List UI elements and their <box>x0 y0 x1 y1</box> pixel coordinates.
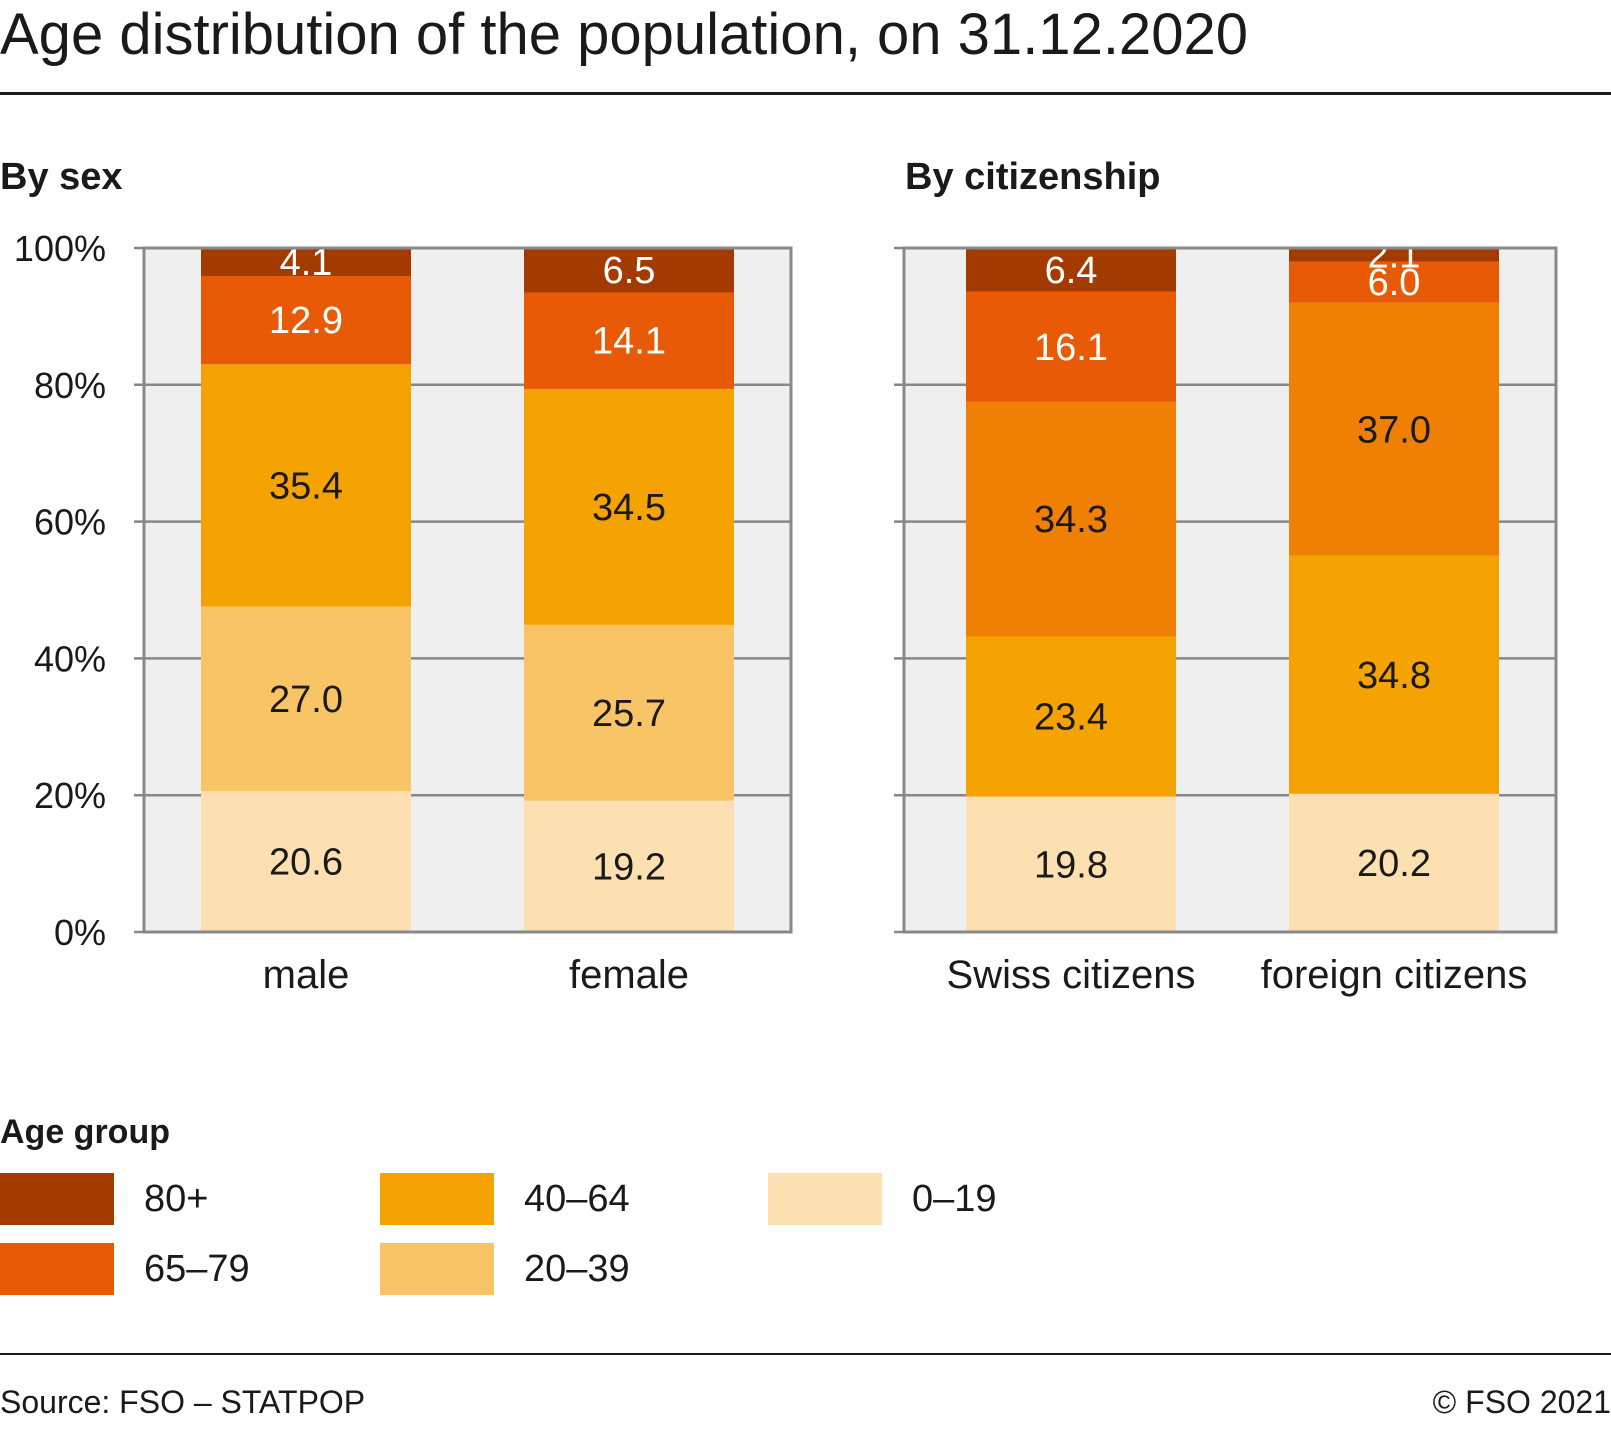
bar-segment <box>966 291 1176 402</box>
y-tick-label: 40% <box>34 638 106 679</box>
data-label: 6.4 <box>1045 250 1098 292</box>
bar-segment <box>966 636 1176 797</box>
data-label: 19.2 <box>592 846 666 888</box>
legend-swatch <box>0 1173 114 1225</box>
x-category-label: Swiss citizens <box>947 953 1196 997</box>
bar-segment <box>1289 793 1499 932</box>
x-category-label: female <box>569 953 689 997</box>
legend-label: 20–39 <box>524 1248 630 1290</box>
data-label: 35.4 <box>269 465 343 507</box>
data-label: 12.9 <box>269 300 343 342</box>
legend-label: 0–19 <box>912 1178 997 1220</box>
data-label: 20.6 <box>269 842 343 884</box>
y-tick-label: 80% <box>34 365 106 406</box>
chart-canvas: 0%20%40%60%80%100%20.627.035.412.94.1mal… <box>14 228 1558 997</box>
page-title: Age distribution of the population, on 3… <box>0 2 1248 67</box>
legend-swatch <box>0 1243 114 1295</box>
data-label: 6.5 <box>603 250 656 292</box>
panel-title-by-citizenship: By citizenship <box>905 156 1161 198</box>
legend-label: 40–64 <box>524 1178 630 1220</box>
legend-swatch <box>380 1243 494 1295</box>
legend-swatch <box>768 1173 882 1225</box>
bar-segment <box>1289 555 1499 794</box>
data-label: 14.1 <box>592 321 666 363</box>
bar-segment <box>201 276 411 365</box>
bar-segment <box>966 248 1176 292</box>
bar-segment <box>201 248 411 277</box>
bar-segment <box>201 364 411 607</box>
data-label: 6.0 <box>1368 262 1421 304</box>
data-label: 34.3 <box>1034 499 1108 541</box>
legend-title: Age group <box>0 1113 170 1151</box>
legend-label: 65–79 <box>144 1248 250 1290</box>
bar-segment <box>201 791 411 932</box>
bar-segment <box>966 796 1176 932</box>
data-label: 37.0 <box>1357 409 1431 451</box>
data-label: 19.8 <box>1034 844 1108 886</box>
x-category-label: male <box>263 953 350 997</box>
panel-title-by-sex: By sex <box>0 156 123 198</box>
plot-frame <box>142 246 793 934</box>
data-label: 20.2 <box>1357 843 1431 885</box>
legend-label: 80+ <box>144 1178 209 1220</box>
data-label: 2.1 <box>1368 234 1421 276</box>
bar-segment <box>1289 302 1499 556</box>
data-label: 25.7 <box>592 693 666 735</box>
title-divider <box>0 92 1611 95</box>
bar-segment <box>524 624 734 801</box>
legend-swatch <box>380 1173 494 1225</box>
footer-divider <box>0 1353 1611 1355</box>
bar-segment <box>966 401 1176 637</box>
data-label: 34.8 <box>1357 655 1431 697</box>
bar-segment <box>1289 261 1499 303</box>
bar-segment <box>1289 247 1499 262</box>
data-label: 23.4 <box>1034 697 1108 739</box>
plot-frame <box>902 246 1558 934</box>
data-label: 34.5 <box>592 487 666 529</box>
bar-segment <box>201 606 411 792</box>
bar-segment <box>524 388 734 625</box>
bar-segment <box>524 292 734 389</box>
y-tick-label: 100% <box>14 228 106 269</box>
bar-segment <box>524 248 734 293</box>
bar-segment <box>524 800 734 932</box>
y-tick-label: 0% <box>54 912 106 953</box>
data-label: 16.1 <box>1034 327 1108 369</box>
y-tick-label: 60% <box>34 502 106 543</box>
copyright-note: © FSO 2021 <box>1432 1384 1611 1420</box>
y-tick-label: 20% <box>34 775 106 816</box>
data-label: 27.0 <box>269 679 343 721</box>
source-note: Source: FSO – STATPOP <box>0 1384 366 1420</box>
x-category-label: foreign citizens <box>1261 953 1528 997</box>
